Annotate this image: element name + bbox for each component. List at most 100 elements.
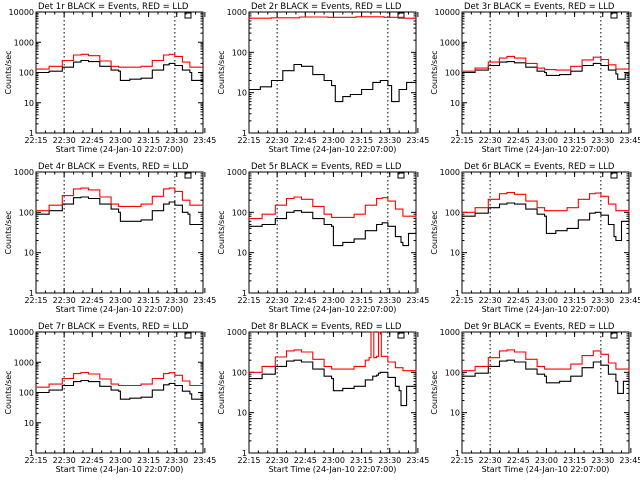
lld-series-line	[36, 371, 204, 388]
y-tick-label: 100	[445, 69, 460, 78]
x-tick-label: 23:00	[535, 296, 558, 305]
x-axis-label: Start Time (24-Jan-10 22:07:00)	[56, 465, 184, 474]
y-tick-label: 1	[242, 129, 247, 138]
panel-det-9: Det 9r BLACK = Events, RED = LLD 1 10 100 10…	[430, 322, 640, 474]
panel-title: Det 6r BLACK = Events, RED = LLD	[464, 162, 615, 172]
y-axis-label: Counts/sec	[4, 50, 13, 94]
x-tick-label: 22:15	[237, 456, 260, 465]
y-tick-label: 10	[450, 249, 460, 258]
corner-marker	[184, 12, 192, 19]
x-tick-label: 23:15	[563, 456, 586, 465]
lld-series-line	[249, 196, 417, 220]
x-tick-label: 22:30	[479, 456, 502, 465]
events-series-line	[36, 59, 203, 81]
corner-marker	[610, 172, 618, 179]
x-axis-label: Start Time (24-Jan-10 22:07:00)	[269, 145, 397, 154]
x-tick-label: 22:30	[53, 296, 76, 305]
x-tick-label: 23:15	[137, 296, 160, 305]
corner-marker	[610, 332, 618, 339]
x-tick-label: 23:00	[535, 456, 558, 465]
x-axis-label: Start Time (24-Jan-10 22:07:00)	[56, 305, 184, 314]
y-tick-label: 1000	[440, 328, 460, 337]
panel-det-7: Det 7r BLACK = Events, RED = LLD 1 10 100 10…	[4, 322, 216, 474]
y-tick-label: 10	[450, 409, 460, 418]
x-tick-label: 23:45	[406, 456, 429, 465]
lld-series-line	[249, 331, 417, 373]
x-tick-label: 23:30	[165, 296, 188, 305]
x-tick-label: 22:45	[507, 456, 530, 465]
panel-title: Det 1r BLACK = Events, RED = LLD	[38, 2, 189, 12]
x-tick-label: 23:15	[137, 136, 160, 145]
y-tick-label: 1000	[14, 168, 34, 177]
x-tick-label: 22:30	[479, 136, 502, 145]
plot-frame	[35, 331, 204, 454]
x-tick-label: 22:15	[237, 296, 260, 305]
x-tick-label: 22:45	[81, 456, 104, 465]
x-tick-label: 22:30	[266, 296, 289, 305]
x-tick-label: 23:00	[109, 456, 132, 465]
y-tick-label: 1000	[440, 168, 460, 177]
y-tick-label: 1	[455, 449, 460, 458]
panel-det-3: Det 3r BLACK = Events, RED = LLD 1 10 100 10…	[430, 2, 640, 154]
x-tick-label: 23:00	[109, 136, 132, 145]
x-tick-label: 23:00	[109, 296, 132, 305]
y-axis-label: Counts/sec	[430, 210, 439, 254]
y-tick-label: 100	[232, 368, 247, 377]
x-tick-label: 23:45	[406, 136, 429, 145]
x-tick-label: 22:30	[53, 136, 76, 145]
y-tick-label: 1000	[14, 38, 34, 47]
x-tick-label: 23:30	[378, 136, 401, 145]
x-tick-label: 22:15	[450, 296, 473, 305]
x-tick-label: 23:30	[165, 456, 188, 465]
x-tick-label: 23:00	[322, 296, 345, 305]
x-axis-label: Start Time (24-Jan-10 22:07:00)	[482, 305, 610, 314]
x-tick-label: 23:45	[619, 136, 640, 145]
y-tick-label: 1	[29, 129, 34, 138]
lld-series-line	[462, 55, 630, 72]
y-tick-label: 100	[19, 389, 34, 398]
events-series-line	[249, 359, 417, 407]
events-series-line	[249, 63, 417, 103]
x-tick-label: 22:30	[266, 136, 289, 145]
y-tick-label: 10	[237, 89, 247, 98]
x-tick-label: 22:45	[507, 296, 530, 305]
y-tick-label: 1	[455, 129, 460, 138]
y-tick-label: 1	[242, 449, 247, 458]
x-axis-label: Start Time (24-Jan-10 22:07:00)	[56, 145, 184, 154]
lld-series-line	[36, 187, 204, 212]
y-tick-label: 1000	[227, 168, 247, 177]
y-tick-label: 10	[24, 99, 34, 108]
y-tick-label: 10	[237, 409, 247, 418]
panel-det-4: Det 4r BLACK = Events, RED = LLD 1 10 100 10…	[4, 162, 216, 314]
x-tick-label: 23:30	[591, 456, 614, 465]
plot-frame	[35, 11, 204, 134]
y-axis-label: Counts/sec	[217, 370, 226, 414]
y-axis-label: Counts/sec	[217, 210, 226, 254]
y-axis-label: Counts/sec	[217, 50, 226, 94]
x-tick-label: 23:45	[193, 296, 216, 305]
plot-frame	[461, 171, 630, 294]
x-tick-label: 23:45	[619, 296, 640, 305]
panel-title: Det 8r BLACK = Events, RED = LLD	[251, 322, 402, 332]
y-tick-label: 10000	[9, 8, 34, 17]
panel-title: Det 2r BLACK = Events, RED = LLD	[251, 2, 402, 12]
x-tick-label: 23:00	[322, 136, 345, 145]
x-tick-label: 22:45	[507, 136, 530, 145]
y-tick-label: 1	[29, 289, 34, 298]
x-tick-label: 23:45	[619, 456, 640, 465]
lld-series-line	[462, 191, 630, 213]
x-tick-label: 22:15	[237, 136, 260, 145]
x-tick-label: 22:30	[266, 456, 289, 465]
panel-title: Det 5r BLACK = Events, RED = LLD	[251, 162, 402, 172]
x-tick-label: 23:15	[350, 136, 373, 145]
events-series-line	[462, 61, 630, 80]
x-tick-label: 22:15	[24, 136, 47, 145]
corner-marker	[184, 172, 192, 179]
x-tick-label: 22:15	[24, 296, 47, 305]
corner-marker	[397, 12, 405, 19]
x-tick-label: 22:45	[81, 296, 104, 305]
plot-frame	[248, 11, 417, 134]
y-axis-label: Counts/sec	[430, 370, 439, 414]
y-tick-label: 100	[232, 48, 247, 57]
panel-title: Det 3r BLACK = Events, RED = LLD	[464, 2, 615, 12]
